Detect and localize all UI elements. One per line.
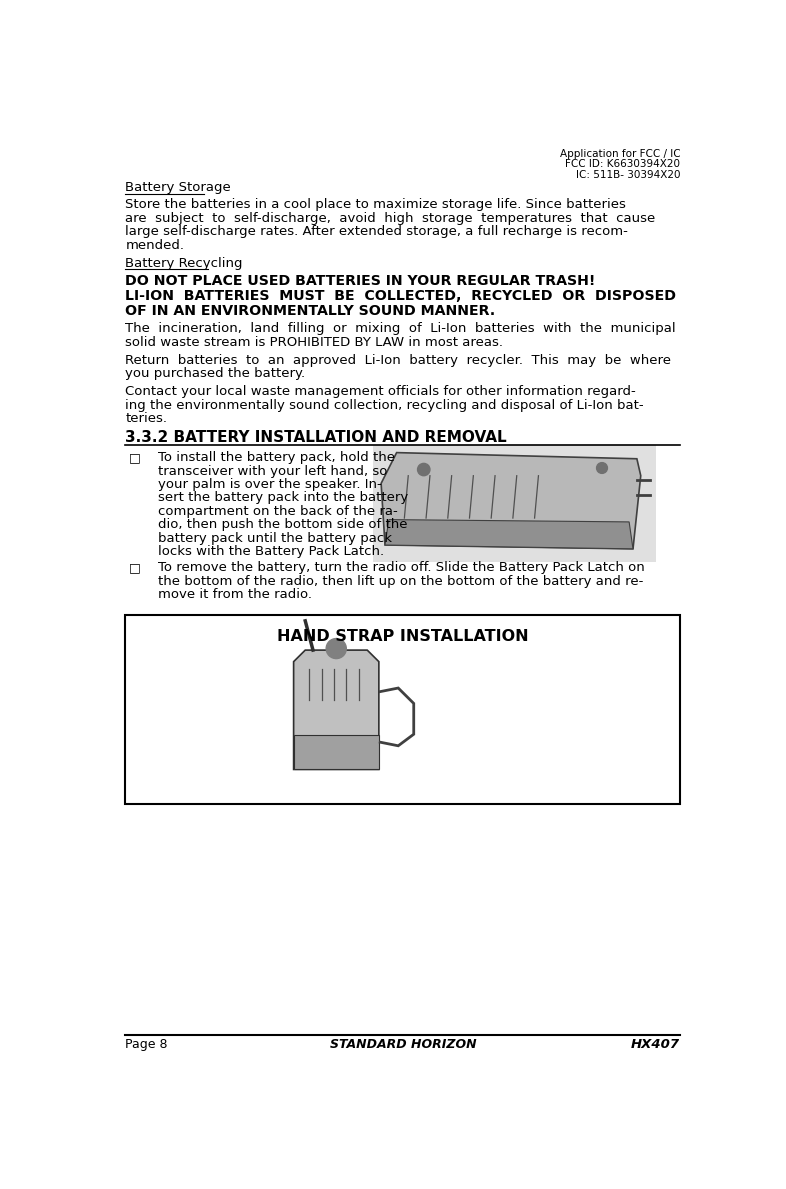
Text: DO NOT PLACE USED BATTERIES IN YOUR REGULAR TRASH!: DO NOT PLACE USED BATTERIES IN YOUR REGU… — [126, 273, 596, 288]
Text: □: □ — [129, 561, 141, 574]
Text: HAND STRAP INSTALLATION: HAND STRAP INSTALLATION — [277, 629, 529, 644]
Text: Page 8: Page 8 — [126, 1038, 168, 1051]
Text: your palm is over the speaker. In-: your palm is over the speaker. In- — [158, 478, 382, 491]
Text: HX407: HX407 — [631, 1038, 680, 1051]
Text: compartment on the back of the ra-: compartment on the back of the ra- — [158, 505, 398, 518]
Text: Store the batteries in a cool place to maximize storage life. Since batteries: Store the batteries in a cool place to m… — [126, 199, 626, 212]
Text: IC: 511B- 30394X20: IC: 511B- 30394X20 — [576, 170, 680, 180]
Polygon shape — [385, 520, 633, 549]
Text: the bottom of the radio, then lift up on the bottom of the battery and re-: the bottom of the radio, then lift up on… — [158, 574, 643, 587]
Text: ing the environmentally sound collection, recycling and disposal of Li-Ion bat-: ing the environmentally sound collection… — [126, 398, 644, 411]
Text: FCC ID: K6630394X20: FCC ID: K6630394X20 — [565, 159, 680, 169]
Text: LI-ION  BATTERIES  MUST  BE  COLLECTED,  RECYCLED  OR  DISPOSED: LI-ION BATTERIES MUST BE COLLECTED, RECY… — [126, 289, 677, 303]
Circle shape — [417, 464, 430, 476]
Text: sert the battery pack into the battery: sert the battery pack into the battery — [158, 491, 408, 504]
Text: teries.: teries. — [126, 413, 167, 426]
Text: Battery Recycling: Battery Recycling — [126, 257, 243, 270]
Text: move it from the radio.: move it from the radio. — [158, 589, 312, 602]
Text: Contact your local waste management officials for other information regard-: Contact your local waste management offi… — [126, 385, 636, 398]
Text: mended.: mended. — [126, 239, 185, 252]
Text: Battery Storage: Battery Storage — [126, 181, 231, 194]
FancyBboxPatch shape — [373, 445, 656, 562]
Text: are  subject  to  self-discharge,  avoid  high  storage  temperatures  that  cau: are subject to self-discharge, avoid hig… — [126, 212, 656, 225]
Text: To install the battery pack, hold the: To install the battery pack, hold the — [158, 451, 395, 464]
Text: To remove the battery, turn the radio off. Slide the Battery Pack Latch on: To remove the battery, turn the radio of… — [158, 561, 645, 574]
Circle shape — [597, 463, 608, 473]
Text: dio, then push the bottom side of the: dio, then push the bottom side of the — [158, 518, 407, 531]
Polygon shape — [294, 650, 379, 769]
Circle shape — [326, 638, 347, 659]
Text: locks with the Battery Pack Latch.: locks with the Battery Pack Latch. — [158, 546, 384, 559]
Text: transceiver with your left hand, so: transceiver with your left hand, so — [158, 465, 387, 478]
Polygon shape — [381, 453, 641, 549]
Text: The  incineration,  land  filling  or  mixing  of  Li-Ion  batteries  with  the : The incineration, land filling or mixing… — [126, 322, 676, 335]
Text: OF IN AN ENVIRONMENTALLY SOUND MANNER.: OF IN AN ENVIRONMENTALLY SOUND MANNER. — [126, 304, 496, 319]
Text: solid waste stream is PROHIBITED BY LAW in most areas.: solid waste stream is PROHIBITED BY LAW … — [126, 335, 503, 348]
Text: STANDARD HORIZON: STANDARD HORIZON — [329, 1038, 476, 1051]
FancyBboxPatch shape — [126, 616, 680, 804]
Text: 3.3.2 BATTERY INSTALLATION AND REMOVAL: 3.3.2 BATTERY INSTALLATION AND REMOVAL — [126, 430, 507, 445]
Text: Application for FCC / IC: Application for FCC / IC — [560, 149, 680, 159]
Text: □: □ — [129, 451, 141, 464]
Text: Return  batteries  to  an  approved  Li-Ion  battery  recycler.  This  may  be  : Return batteries to an approved Li-Ion b… — [126, 353, 671, 366]
Text: you purchased the battery.: you purchased the battery. — [126, 367, 306, 380]
Text: battery pack until the battery pack: battery pack until the battery pack — [158, 531, 392, 545]
Text: large self-discharge rates. After extended storage, a full recharge is recom-: large self-discharge rates. After extend… — [126, 225, 628, 238]
Polygon shape — [294, 735, 379, 769]
